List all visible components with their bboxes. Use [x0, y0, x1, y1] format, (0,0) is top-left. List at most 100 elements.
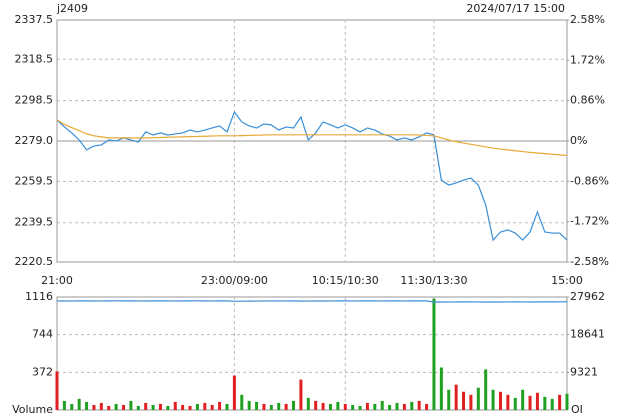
volume-bar: [417, 400, 421, 410]
volume-bar: [114, 403, 118, 410]
volume-bar: [144, 402, 148, 410]
chart-subtitle: 2024/07/17 15:00: [466, 2, 565, 15]
volume-bar: [447, 389, 451, 410]
y-tick-label: 2259.5: [15, 174, 54, 187]
y2-tick-label: 2.58%: [570, 13, 605, 26]
y-tick-label: 2337.5: [15, 13, 54, 26]
volume-bar: [454, 384, 458, 410]
volume-bar: [247, 400, 251, 410]
y-tick-label: 2239.5: [15, 216, 54, 229]
y2-tick-label: 27962: [570, 290, 605, 303]
volume-bar: [410, 401, 414, 410]
y-tick-label: 372: [32, 365, 53, 378]
y-tick-label: 2220.5: [15, 255, 54, 268]
y2-tick-label: 0%: [570, 134, 587, 147]
volume-bar: [62, 400, 66, 410]
chart-title: j2409: [56, 2, 88, 15]
volume-bar: [166, 405, 170, 410]
volume-bar: [122, 404, 126, 410]
volume-bar: [151, 404, 155, 410]
y2-tick-label: -1.72%: [570, 215, 609, 228]
y2-tick-label: -0.86%: [570, 174, 609, 187]
volume-bar: [558, 394, 562, 410]
x-tick-label: 23:00/09:00: [201, 274, 268, 287]
series-line: [56, 300, 568, 303]
y-tick-label: 2298.5: [15, 94, 54, 107]
volume-bar: [521, 389, 525, 410]
x-tick-label: 15:00: [551, 274, 583, 287]
y-tick-label: 2318.5: [15, 52, 54, 65]
y2-tick-label: 1.72%: [570, 53, 605, 66]
volume-bar: [240, 394, 244, 410]
volume-bar: [55, 371, 59, 410]
volume-bar: [85, 401, 89, 410]
series-line: [56, 110, 568, 242]
volume-bar: [425, 403, 429, 410]
volume-bar: [255, 401, 259, 410]
volume-bar: [225, 403, 229, 410]
series-line: [56, 119, 568, 157]
y-tick-label: 1116: [25, 290, 53, 303]
volume-bar: [351, 404, 355, 410]
y2-tick-label: 0.86%: [570, 94, 605, 107]
y-tick-label: 2279.0: [15, 134, 54, 147]
volume-bar: [343, 403, 347, 410]
volume-bar: [321, 402, 325, 410]
volume-bar: [277, 402, 281, 410]
volume-bar: [550, 398, 554, 410]
volume-bar: [92, 404, 96, 410]
volume-bar: [269, 404, 273, 410]
volume-bar: [210, 404, 214, 410]
volume-bar: [528, 395, 532, 410]
volume-bar: [77, 398, 81, 410]
volume-bar: [565, 393, 569, 410]
volume-bar: [469, 394, 473, 410]
volume-bar: [299, 379, 303, 410]
volume-bar: [373, 403, 377, 410]
volume-bar: [395, 402, 399, 410]
volume-bar: [70, 403, 74, 410]
y2-tick-label: 9321: [570, 365, 598, 378]
volume-bar: [513, 397, 517, 410]
volume-bar: [195, 403, 199, 410]
volume-bar: [506, 394, 510, 410]
volume-bar: [476, 387, 480, 410]
volume-bar: [203, 402, 207, 410]
volume-bar: [181, 404, 185, 410]
volume-bar: [462, 391, 466, 410]
volume-bar: [292, 400, 296, 410]
volume-bar: [107, 405, 111, 410]
volume-bar: [99, 402, 103, 410]
plot-frame: [56, 296, 568, 411]
x-tick-label: 11:30/13:30: [400, 274, 467, 287]
volume-bar: [402, 403, 406, 410]
volume-bar: [284, 403, 288, 410]
y2-axis-label: OI: [571, 403, 583, 416]
volume-bar: [136, 405, 140, 410]
volume-bar: [328, 403, 332, 410]
volume-bar: [388, 404, 392, 410]
volume-bar: [262, 403, 266, 410]
volume-bar: [306, 397, 310, 410]
volume-bar: [314, 400, 318, 410]
volume-bar: [380, 400, 384, 410]
volume-bar: [432, 298, 436, 410]
volume-bar: [129, 400, 133, 410]
volume-bar: [543, 396, 547, 410]
volume-bar: [498, 391, 502, 410]
x-tick-label: 10:15/10:30: [312, 274, 379, 287]
y2-tick-label: -2.58%: [570, 255, 609, 268]
volume-bar: [484, 369, 488, 410]
volume-bar: [218, 401, 222, 410]
y-axis-label: Volume: [12, 403, 53, 416]
volume-bar: [336, 401, 340, 410]
volume-bar: [158, 403, 162, 410]
y-tick-label: 744: [32, 328, 53, 341]
volume-bar: [491, 389, 495, 410]
volume-bar: [173, 401, 177, 410]
volume-bar: [439, 367, 443, 410]
y2-tick-label: 18641: [570, 328, 605, 341]
volume-bar: [232, 375, 236, 410]
volume-bar: [188, 405, 192, 410]
volume-bar: [365, 402, 369, 410]
